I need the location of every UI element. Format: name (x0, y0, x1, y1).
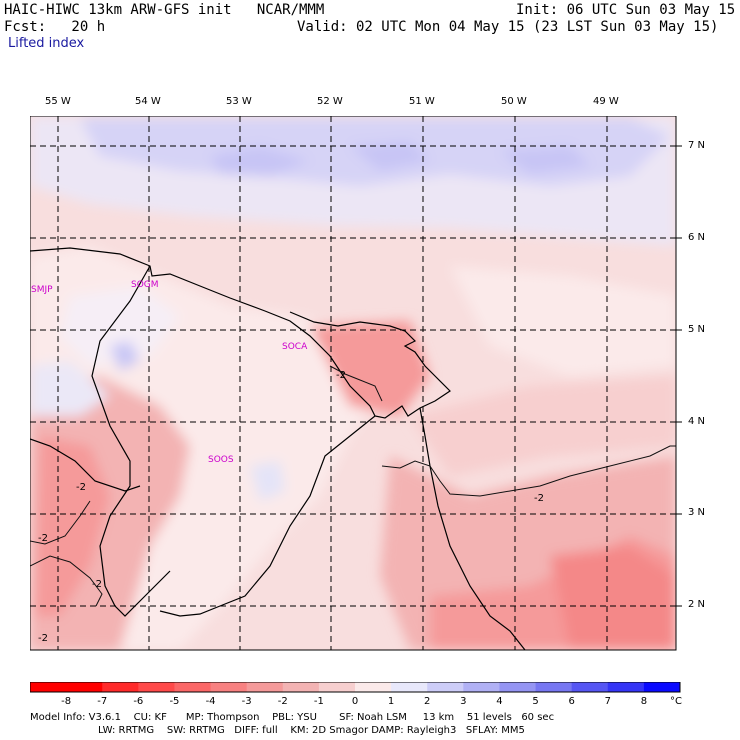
lon-label-49w: 49 W (593, 96, 619, 107)
colorbar-cell (607, 682, 645, 692)
coastline (30, 247, 526, 650)
colorbar-cell (174, 682, 212, 692)
colorbar-cell (643, 682, 681, 692)
lon-label-55w: 55 W (45, 96, 71, 107)
colorbar-cell (535, 682, 573, 692)
colorbar-tick-label: 7 (605, 696, 611, 706)
colorbar-tick-label: 6 (568, 696, 574, 706)
lat-label-4n: 4 N (688, 416, 706, 427)
lon-label-53w: 53 W (226, 96, 252, 107)
colorbar-tick-label: 0 (352, 696, 358, 706)
contour-label: -2 (38, 533, 48, 544)
colorbar-cell (246, 682, 284, 692)
colorbar-tick-label: 1 (388, 696, 394, 706)
model-info-line1: Model Info: V3.6.1 CU: KF MP: Thompson P… (30, 712, 555, 723)
lat-label-7n: 7 N (688, 140, 706, 151)
colorbar-tick-label: -3 (242, 696, 252, 706)
lat-label-2n: 2 N (688, 599, 706, 610)
grid-lines (30, 116, 676, 650)
model-info-line2: LW: RRTMG SW: RRTMG DIFF: full KM: 2D Sm… (98, 725, 525, 736)
field-name: Lifted index (8, 36, 85, 51)
colorbar-cell (66, 682, 103, 692)
colorbar-cell (138, 682, 175, 692)
colorbar-tick-label: -8 (61, 696, 71, 706)
station-label-smjp: SMJP (31, 285, 53, 295)
colorbar: -8 -7 -6 -5 -4 -3 -2 -1 0 1 2 3 4 5 6 7 8 °C (30, 682, 682, 706)
colorbar-unit: °C (670, 696, 682, 706)
colorbar-cell (571, 682, 609, 692)
colorbar-tick-label: -2 (278, 696, 288, 706)
colorbar-tick-label: 3 (460, 696, 466, 706)
colorbar-tick-label: -7 (97, 696, 107, 706)
lon-label-50w: 50 W (501, 96, 527, 107)
lon-label-51w: 51 W (409, 96, 435, 107)
colorbar-tick-label: 2 (424, 696, 430, 706)
lat-label-6n: 6 N (688, 232, 706, 243)
tick-marks (676, 145, 682, 607)
contour-label: -2 (534, 493, 544, 504)
colorbar-tick-label: 5 (532, 696, 538, 706)
contour-label: -2 (336, 370, 346, 381)
contour-label: -2 (76, 482, 86, 493)
lon-label-52w: 52 W (317, 96, 343, 107)
contour-label: -2 (38, 633, 48, 644)
lon-label-54w: 54 W (135, 96, 161, 107)
colorbar-cell (102, 682, 139, 692)
colorbar-tick-label: -6 (133, 696, 143, 706)
contour-label: -2 (92, 579, 102, 590)
shaded-field (30, 116, 676, 650)
map-frame (30, 116, 677, 651)
station-label-soos: SOOS (208, 455, 234, 465)
colorbar-tick-label: -4 (206, 696, 216, 706)
colorbar-cell (282, 682, 320, 692)
colorbar-cell (427, 682, 464, 692)
station-label-soca: SOCA (282, 342, 308, 352)
colorbar-cell (499, 682, 537, 692)
colorbar-tick-label: -1 (314, 696, 324, 706)
colorbar-tick-label: 4 (496, 696, 502, 706)
station-label-sogm: SOGM (131, 280, 159, 290)
colorbar-cell (355, 682, 392, 692)
contour-minus2 (30, 365, 676, 607)
lat-label-3n: 3 N (688, 507, 706, 518)
lifted-index-map: SMJP SOGM SOCA SOOS -2 -2 -2 -2 -2 -2 (30, 116, 682, 651)
colorbar-tick-label: 8 (641, 696, 647, 706)
colorbar-tick-label: -5 (169, 696, 179, 706)
lat-label-5n: 5 N (688, 324, 706, 335)
colorbar-cell (463, 682, 500, 692)
colorbar-cell (210, 682, 248, 692)
valid-time: Valid: 02 UTC Mon 04 May 15 (23 LST Sun … (297, 19, 719, 35)
colorbar-cell (318, 682, 356, 692)
init-time: Init: 06 UTC Sun 03 May 15 (516, 2, 736, 18)
title-left: HAIC-HIWC 13km ARW-GFS init NCAR/MMM (4, 2, 325, 18)
forecast-hour: Fcst: 20 h (4, 19, 106, 35)
colorbar-cell (30, 682, 67, 692)
colorbar-cell (391, 682, 428, 692)
colorbar-frame (30, 682, 681, 693)
